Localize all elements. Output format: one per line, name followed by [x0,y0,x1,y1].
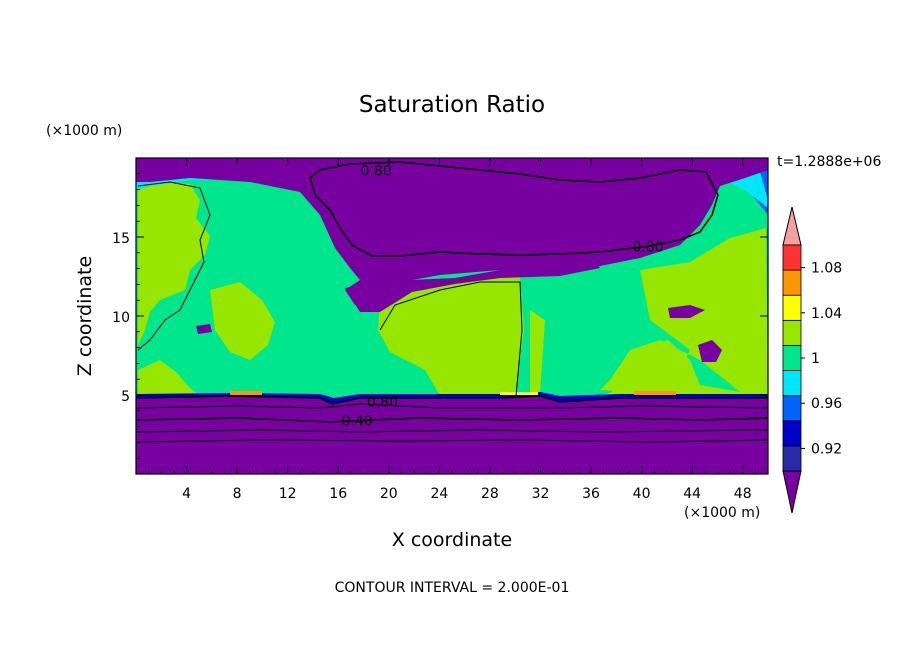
colorbar-segment [782,395,802,422]
colorbar-segment [782,445,802,472]
x-tick-label: 20 [380,486,398,502]
field-supersat-center [378,275,524,396]
y-axis-title: Z coordinate [74,256,96,376]
x-tick-label: 28 [481,486,499,502]
field-supersat-right-low [600,340,768,396]
colorbar-segment [782,269,802,296]
contour-line-mid [137,181,211,351]
x-axis: 4 8 12 16 20 24 28 32 36 40 44 48 [148,158,756,502]
colorbar-over-triangle [782,206,802,246]
field-boundary-layer [136,396,768,474]
field-streak-center [500,392,538,395]
field-dry-blob-left [196,324,212,334]
field-supersat-left [138,180,210,345]
colorbar: 0.92 0.96 1 1.04 1.08 [782,206,842,514]
field-dry-blob-right [668,305,705,318]
x-tick-label: 44 [683,486,701,502]
field-supersat-lower-left [138,360,200,396]
x-unit-label: (×1000 m) [684,505,760,521]
y-tick-label: 5 [121,389,130,405]
contour-line-lower-4 [136,429,768,433]
time-label: t=1.2888e+06 [777,154,881,170]
colorbar-segment [782,370,802,397]
x-tick-label: 4 [182,486,191,502]
field-dry-filament [345,262,600,312]
colorbar-label: 1.08 [811,261,842,277]
plot-field: 0.80 0.80 0.80 0.40 [136,158,768,474]
colorbar-segment [782,420,802,447]
contour-labels: 0.80 0.80 0.80 0.40 [342,164,664,430]
x-tick-label: 8 [233,486,242,502]
field-dry-blob-right-2 [698,340,722,362]
contour-interval-footer: CONTOUR INTERVAL = 2.000E-01 [335,580,570,596]
x-tick-label: 24 [430,486,448,502]
contour-line-lower-3 [136,417,768,423]
colorbar-label: 0.96 [811,396,842,412]
contour-label: 0.80 [632,239,663,255]
contour-line-lower-2 [136,403,768,409]
y-tick-label: 15 [112,231,130,247]
field-streak-right [634,391,676,395]
colorbar-label: 1 [811,351,820,367]
contour-line-center [379,281,523,397]
field-supersat-right-center [530,310,545,396]
chart-title: Saturation Ratio [359,92,545,118]
x-axis-title: X coordinate [392,529,512,551]
contour-line-upper-dome [309,161,719,257]
x-tick-label: 32 [532,486,550,502]
field-streak-left [230,391,262,395]
colorbar-segment [782,244,802,271]
x-tick-label: 16 [329,486,347,502]
contour-label: 0.80 [361,164,392,180]
y-axis: 5 10 15 [112,173,768,459]
x-tick-label: 12 [279,486,297,502]
y-unit-label: (×1000 m) [46,123,122,139]
y-tick-label: 10 [112,310,130,326]
contour-label: 0.40 [342,413,373,429]
colorbar-segment [782,294,802,321]
field-supersat-center-left [210,282,275,360]
contour-line-lower-5 [136,439,768,443]
colorbar-label: 1.04 [811,306,842,322]
colorbar-under-triangle [782,470,802,514]
colorbar-segment [782,319,802,346]
x-tick-label: 48 [734,486,752,502]
colorbar-label: 0.92 [811,441,842,457]
contour-label: 0.80 [367,394,398,410]
x-tick-label: 40 [633,486,651,502]
x-tick-label: 36 [582,486,600,502]
colorbar-segment [782,345,802,371]
field-upper-dry-dome [136,158,768,305]
contour-line-lower-1 [136,395,768,405]
